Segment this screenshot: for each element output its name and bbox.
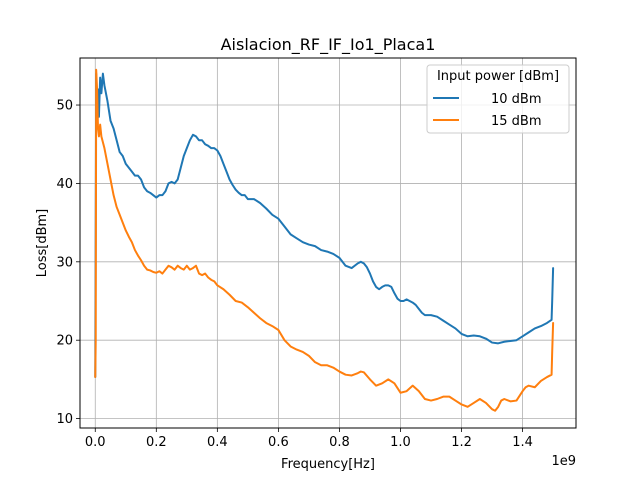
legend-box <box>426 64 570 134</box>
axis-ticks: 0.0 0.2 0.4 0.6 0.8 1.0 1.2 1.4 10 20 30 40 50 <box>56 99 532 450</box>
x-tick-label: 1.0 <box>390 435 411 450</box>
legend-label-10dbm: 10 dBm <box>491 92 542 107</box>
series-lines <box>94 68 555 412</box>
legend-label-15dbm: 15 dBm <box>491 114 542 129</box>
y-tick-label: 30 <box>56 255 73 270</box>
chart-title: Aislacion_RF_IF_Io1_Placa1 <box>221 35 436 55</box>
x-tick-label: 0.2 <box>146 435 167 450</box>
series-line-10-dbm <box>94 72 555 379</box>
x-axis-title: Frequency[Hz] <box>281 457 375 472</box>
y-tick-label: 10 <box>56 412 73 427</box>
legend-title: Input power [dBm] <box>437 69 559 84</box>
y-axis-title: Loss[dBm] <box>35 209 50 278</box>
x-tick-label: 0.4 <box>207 435 228 450</box>
y-tick-label: 20 <box>56 334 73 349</box>
x-tick-label: 0.0 <box>85 435 106 450</box>
x-tick-label: 1.4 <box>512 435 533 450</box>
x-tick-label: 0.6 <box>268 435 289 450</box>
plot-frame <box>79 57 577 429</box>
legend: Input power [dBm] 10 dBm 15 dBm <box>426 64 570 134</box>
series-line-15-dbm <box>94 68 555 412</box>
x-tick-label: 1.2 <box>451 435 472 450</box>
y-tick-label: 40 <box>56 177 73 192</box>
x-offset-label: 1e9 <box>551 454 576 469</box>
x-tick-label: 0.8 <box>329 435 350 450</box>
y-tick-label: 50 <box>56 99 73 114</box>
